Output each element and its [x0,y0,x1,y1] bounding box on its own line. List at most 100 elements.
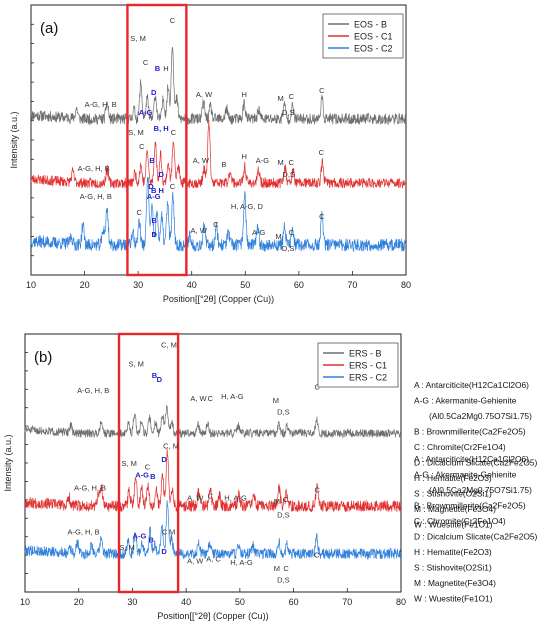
peak-annotation: M [169,528,175,537]
phase-key-line: W : Wuestite(Fe1O1) [414,594,493,604]
series-line-1 [24,405,402,439]
phase-key-line: C : Chromite(Cr2Fe1O4) [414,516,506,526]
panel-label: (b) [34,349,52,366]
series-line-2 [24,448,402,513]
x-axis-label: Position[[°2θ] (Copper (Cu)) [163,294,274,304]
x-tick-label: 30 [133,280,143,290]
phase-key-line: A-G : Akermanite-Gehienite [414,396,517,406]
phase-key-line: W : Wuestite(Fe1O1) [414,520,493,530]
peak-annotation: A, W [191,226,208,235]
x-tick-label: 80 [396,597,406,607]
phase-key-line: (Al0.5Ca2Mg0.75O7Si1.75) [429,485,532,495]
peak-annotation: C [319,212,325,221]
x-tick-label: 60 [294,280,304,290]
x-tick-label: 40 [187,280,197,290]
peak-annotation: H [242,90,247,99]
peak-annotation: D [158,170,164,179]
x-tick-label: 20 [74,597,84,607]
highlight-box [126,3,188,277]
x-tick-label: 50 [240,280,250,290]
peak-annotation: C [314,486,320,495]
peak-annotation: D,S [277,510,290,519]
peak-annotation: D [152,230,158,239]
phase-key-line: A : Antarciticite(H12Ca1Cl2O6) [414,380,529,390]
phase-key-line: A : Antarciticite(H12Ca1Cl2O6) [414,454,529,464]
peak-annotation: H [163,64,168,73]
peak-annotation: H, A-G [224,493,247,502]
x-tick-label: 70 [347,280,357,290]
legend-entry: EOS - C2 [354,44,393,54]
peak-annotation: C [143,58,149,67]
peak-annotation: B H [151,186,164,195]
peak-annotation: A-G, H, B [78,164,110,173]
peak-annotation: A-G [135,470,149,479]
phase-key-line: S : Stishovite(O2Si1) [414,563,492,573]
phase-key-line: H : Hematite(Fe2O3) [414,547,492,557]
peak-annotation: C [170,182,176,191]
peak-annotation: C [208,394,214,403]
y-axis-label: Intensity (a.u.) [9,111,19,168]
peak-annotation: B [152,216,158,225]
phase-key-line: A-G : Akermanite-Gehienite [414,470,517,480]
peak-annotation: A, W [190,394,207,403]
peak-annotation: B, H [154,124,169,133]
legend-entry: ERS - B [349,349,382,359]
peak-annotation: H, A-G, D [231,202,264,211]
phase-key-line: M : Magnetite(Fe3O4) [414,578,496,588]
series-line-2 [30,119,407,189]
peak-annotation: D,S [277,407,290,416]
peak-annotation: M [278,94,284,103]
peak-annotation: C [314,382,320,391]
x-tick-label: 10 [26,280,36,290]
peak-annotation: C, M [163,442,179,451]
peak-annotation: D [148,182,154,191]
peak-annotation: B [149,535,155,544]
phase-key-line: B : Brownmillerite(Ca2Fe2O5) [414,501,526,511]
peak-annotation: D,S [282,108,295,117]
peak-annotation: D [161,547,167,556]
chart-panel-1: 10 20 30 40 50 60 70 80 Position[[°2θ] (Copper (… [9,3,411,304]
peak-annotation: S, M [128,128,143,137]
peak-annotation: C [162,528,168,537]
series-line-3 [24,500,402,561]
series-line-1 [30,47,407,126]
legend-entry: ERS - C1 [349,361,387,371]
peak-annotation: C [319,148,325,157]
x-tick-label: 60 [289,597,299,607]
peak-annotation: D,S [282,170,295,179]
peak-annotation: A-G, H, B [77,386,109,395]
x-tick-label: 10 [20,597,30,607]
peak-annotation: C [171,128,177,137]
legend-entry: EOS - B [354,20,387,30]
peak-annotation: A-G, H, B [80,192,112,201]
peak-annotation: A, W [193,156,210,165]
legend-entry: ERS - C2 [349,373,387,383]
peak-annotation: A-G [147,192,161,201]
peak-annotation: A, W [196,90,213,99]
peak-annotation: S, M [119,543,134,552]
peak-annotation: B [155,64,161,73]
phase-key-line: D : Dicalcium Slicate(Ca2Fe2O5) [414,458,538,468]
peak-annotation: C [289,158,295,167]
series-line-3 [30,177,407,252]
peak-annotation: C [208,491,214,500]
peak-annotation: C [170,16,176,25]
legend-entry: EOS - C1 [354,32,393,42]
y-axis-label: Intensity (a.u.) [3,434,13,491]
peak-annotation: M [274,497,280,506]
peak-annotation: D,S [277,575,290,584]
phase-key-line: B : Brownmillerite(Ca2Fe2O5) [414,427,526,437]
phase-key-line: M : Magnetite(Fe3O4) [414,504,496,514]
peak-annotation: H [242,152,247,161]
peak-annotation: D [157,375,163,384]
peak-annotation: B [150,472,156,481]
peak-annotation: S, M [130,34,145,43]
peak-annotation: B [221,160,226,169]
phase-key-line: D : Dicalcium Slicate(Ca2Fe2O5) [414,532,538,542]
peak-annotation: C [213,220,219,229]
peak-annotation: A-G [139,108,153,117]
panel-label: (a) [40,20,58,37]
peak-annotation: A, W [187,493,204,502]
peak-annotation: C [145,463,151,472]
